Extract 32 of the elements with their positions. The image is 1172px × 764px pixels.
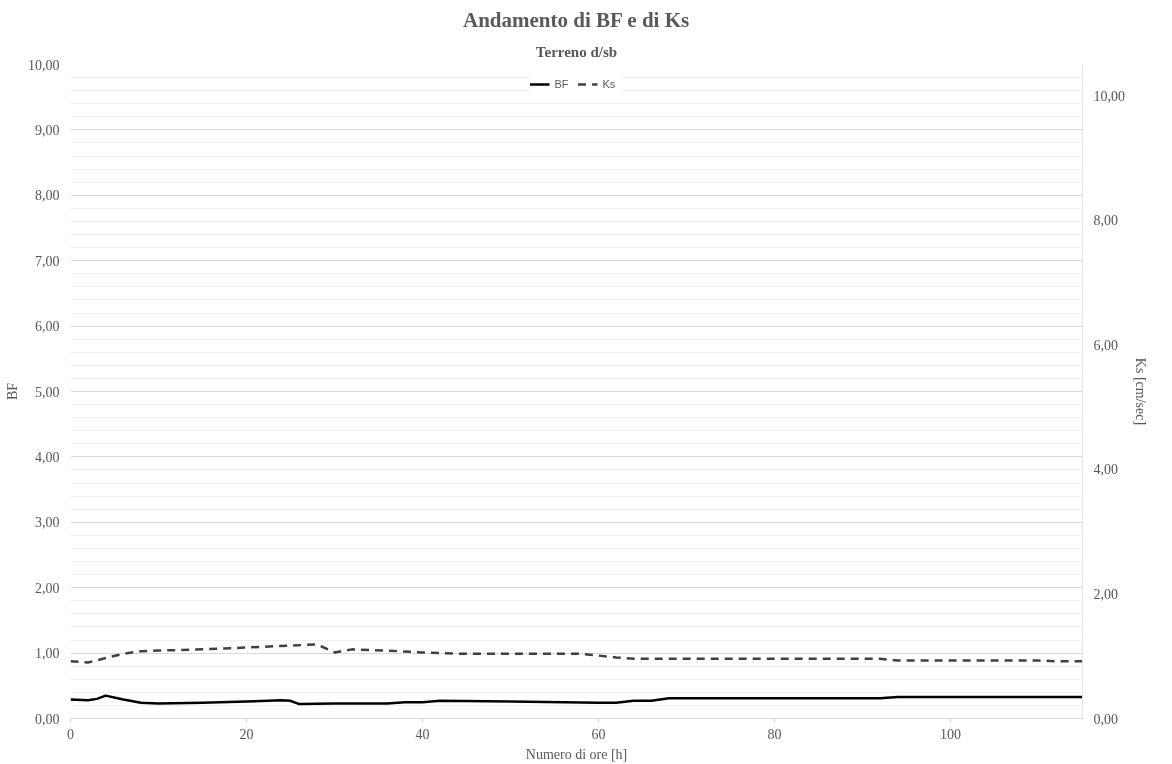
x-axis-title: Numero di ore [h] (525, 746, 628, 762)
y-tick-label: 9,00 (35, 122, 60, 138)
x-tick-label: 0 (67, 726, 74, 742)
y-tick-label: 8,00 (35, 188, 60, 204)
line-series (70, 694, 1083, 706)
y-axis-title: BF (5, 382, 20, 401)
y-tick-label: 0,00 (35, 711, 60, 727)
x-tick-label: 20 (239, 726, 254, 742)
x-tick-label: 80 (767, 726, 782, 742)
chart-subtitle: Terreno d/sb (535, 43, 618, 60)
y-tick-label: 1,00 (35, 646, 60, 662)
y-tick-label: 3,00 (35, 515, 60, 531)
legend-label: BF (554, 78, 570, 90)
y-tick-label: 7,00 (35, 253, 60, 269)
y2-tick-label: 4,00 (1093, 462, 1118, 478)
legend-label: Ks (602, 78, 617, 90)
line-series (70, 643, 1083, 664)
y2-tick-label: 10,00 (1093, 88, 1125, 104)
y-tick-label: 5,00 (35, 384, 60, 400)
y-tick-label: 6,00 (35, 319, 60, 335)
y-tick-label: 4,00 (35, 449, 60, 465)
y2-axis-title: Ks [cm/sec] (1133, 357, 1148, 426)
y-tick-label: 2,00 (35, 580, 60, 596)
x-tick-label: 100 (940, 726, 961, 742)
y2-tick-label: 0,00 (1093, 711, 1118, 727)
x-tick-label: 60 (591, 726, 606, 742)
y2-tick-label: 8,00 (1093, 213, 1118, 229)
chart-title: Andamento di BF e di Ks (463, 7, 690, 32)
x-tick-label: 40 (415, 726, 430, 742)
y2-tick-label: 6,00 (1093, 337, 1118, 353)
y2-tick-label: 2,00 (1093, 586, 1118, 602)
y-tick-label: 10,00 (28, 57, 60, 73)
